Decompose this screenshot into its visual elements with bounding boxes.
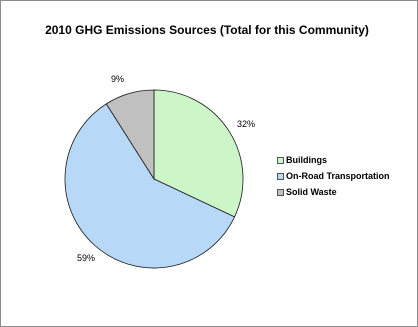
data-label-solid-waste: 9% xyxy=(111,74,124,84)
legend-item-solid-waste: Solid Waste xyxy=(277,184,390,200)
pie-slice-on-road-transportation xyxy=(64,103,236,269)
data-label-on-road-transportation: 59% xyxy=(77,253,95,263)
legend-swatch-on-road-transportation xyxy=(277,172,284,180)
pie-slice-solid-waste xyxy=(105,89,155,181)
legend-label-buildings: Buildings xyxy=(286,155,327,165)
legend-swatch-solid-waste xyxy=(277,188,284,196)
legend: Buildings On-Road Transportation Solid W… xyxy=(277,152,390,200)
data-label-buildings: 32% xyxy=(237,119,255,129)
legend-swatch-buildings xyxy=(277,156,284,164)
legend-item-buildings: Buildings xyxy=(277,152,390,168)
legend-item-on-road-transportation: On-Road Transportation xyxy=(277,168,390,184)
pie-slice-buildings xyxy=(153,89,244,218)
legend-label-on-road-transportation: On-Road Transportation xyxy=(286,171,390,181)
legend-label-solid-waste: Solid Waste xyxy=(286,187,337,197)
chart-title: 2010 GHG Emissions Sources (Total for th… xyxy=(45,23,369,37)
